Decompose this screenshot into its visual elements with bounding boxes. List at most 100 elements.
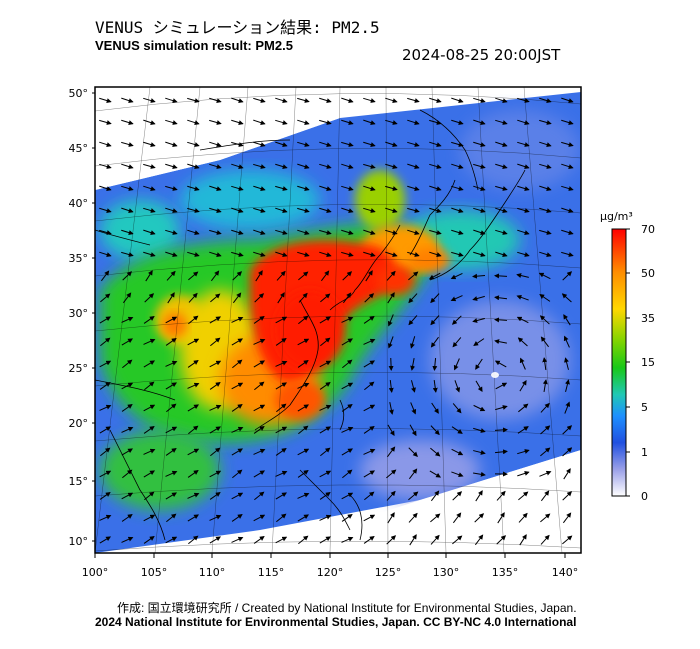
wind-arrow [385, 251, 398, 257]
wind-arrow [188, 271, 199, 281]
wind-arrow [451, 426, 463, 434]
map-frame [94, 86, 582, 554]
lon-label: 115° [258, 566, 285, 579]
wind-arrow [275, 492, 287, 500]
wind-arrow [275, 470, 288, 477]
wind-arrow [165, 185, 178, 191]
wind-arrow [472, 273, 486, 279]
wind-arrow [319, 381, 331, 390]
wind-arrow [231, 185, 244, 191]
wind-arrow [165, 536, 178, 544]
wind-arrow [342, 292, 352, 304]
wind-arrow [121, 97, 134, 103]
lon-axis: 100° 105° 110° 115° 120° 125° 130° 135° 140° [82, 553, 578, 579]
wind-arrow [276, 403, 287, 413]
wind-arrow [319, 360, 332, 368]
wind-arrow [341, 492, 354, 500]
wind-arrow [452, 337, 462, 348]
wind-arrow [253, 229, 266, 235]
wind-arrow [253, 425, 265, 434]
wind-arrow [320, 270, 330, 282]
wind-arrow [231, 316, 244, 323]
lat-label: 35° [69, 252, 89, 265]
wind-arrow [143, 97, 156, 103]
wind-arrow [472, 295, 485, 301]
wind-arrow [388, 402, 394, 415]
wind-arrow [429, 229, 442, 235]
wind-arrow [187, 229, 200, 235]
wind-arrow [341, 185, 354, 191]
wind-arrow [231, 403, 243, 412]
wind-arrow [99, 404, 112, 411]
wind-arrow [518, 403, 529, 413]
colorbar-gradient [611, 228, 627, 497]
wind-arrow [165, 382, 177, 390]
wind-arrow [363, 425, 375, 434]
wind-arrow [473, 427, 486, 433]
wind-arrow [475, 380, 483, 393]
wind-arrow [166, 403, 177, 413]
wind-arrow [255, 270, 263, 282]
wind-arrow [209, 404, 222, 411]
wind-arrow [385, 141, 398, 147]
wind-arrow [254, 491, 265, 501]
wind-arrow [143, 185, 156, 191]
wind-arrow [319, 514, 332, 521]
wind-arrow [253, 251, 266, 257]
wind-arrow [428, 272, 441, 280]
wind-arrow [451, 448, 464, 456]
wind-arrow [165, 163, 178, 169]
wind-arrow [519, 357, 526, 370]
wind-arrow [407, 251, 420, 257]
wind-arrow [187, 119, 200, 125]
wind-arrow [99, 251, 112, 257]
wind-arrow [231, 492, 244, 500]
wind-arrow [562, 491, 573, 501]
wind-arrow [253, 535, 265, 544]
lat-label: 40° [69, 197, 89, 210]
wind-arrow [297, 469, 309, 478]
wind-arrow [363, 163, 376, 169]
wind-arrow [494, 317, 508, 323]
lon-label: 105° [141, 566, 168, 579]
wind-arrow [564, 357, 569, 370]
wind-arrow [429, 141, 442, 147]
wind-arrow [232, 271, 243, 281]
wind-arrow [121, 536, 134, 543]
wind-arrow [143, 338, 156, 345]
wind-arrow [297, 119, 310, 125]
wind-arrow [297, 163, 310, 169]
wind-arrow [210, 293, 221, 303]
wind-arrow [495, 119, 508, 125]
wind-arrow [319, 404, 332, 411]
wind-arrow [474, 513, 485, 523]
wind-arrow [363, 315, 375, 324]
wind-arrow [319, 119, 332, 125]
wind-arrow [209, 536, 221, 544]
lon-label: 110° [199, 566, 226, 579]
wind-arrow [562, 425, 573, 435]
wind-arrow [430, 490, 440, 502]
wind-arrow [473, 450, 486, 455]
wind-arrow [409, 424, 417, 437]
wind-arrow [275, 316, 288, 324]
wind-arrow [209, 470, 222, 478]
wind-arrow [561, 293, 572, 303]
wind-arrow [231, 536, 244, 543]
wind-arrow [297, 404, 309, 412]
wind-arrow [408, 315, 418, 326]
wind-arrow [452, 403, 462, 414]
wind-arrow [341, 382, 354, 390]
wind-arrow [121, 426, 134, 433]
colorbar-label: 70 [641, 223, 655, 236]
wind-arrow [121, 448, 133, 456]
colorbar-label: 35 [641, 312, 655, 325]
wind-arrow [122, 271, 133, 281]
wind-arrow [99, 119, 112, 125]
lat-label: 15° [69, 475, 89, 488]
wind-arrow [121, 316, 134, 323]
wind-arrow [518, 491, 529, 501]
wind-arrow [341, 229, 354, 235]
wind-arrow [410, 336, 416, 349]
wind-arrow [99, 470, 112, 478]
